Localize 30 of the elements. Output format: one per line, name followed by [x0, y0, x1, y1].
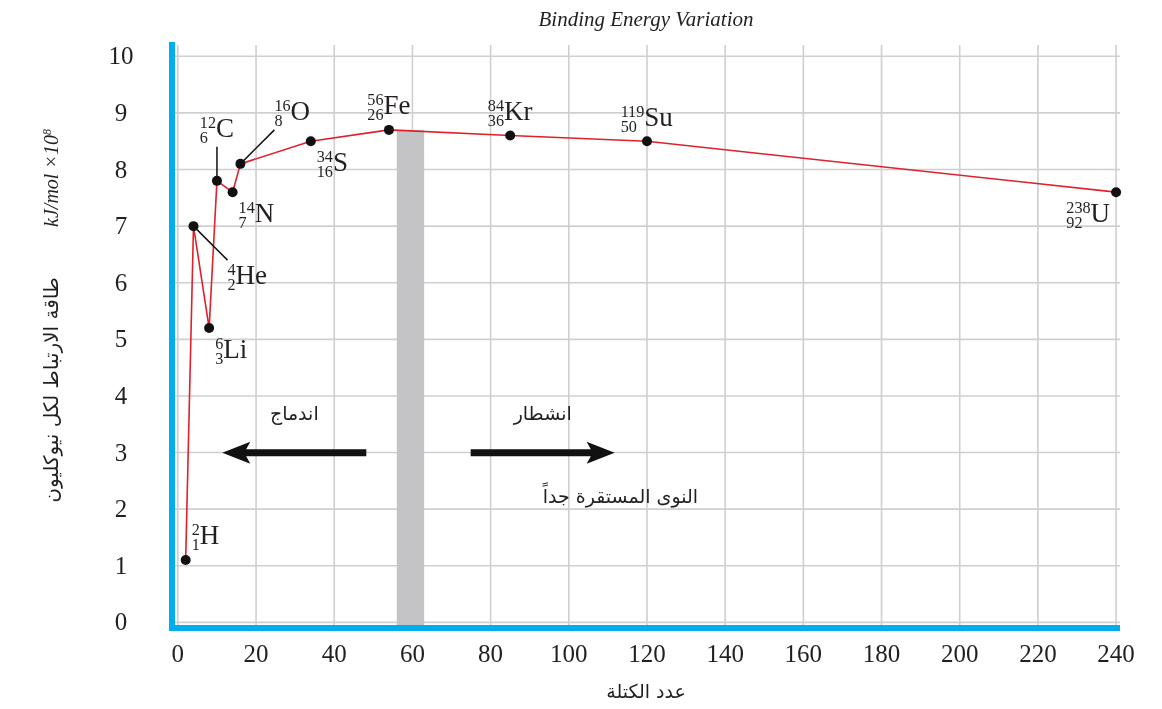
y-tick-label: 3	[114, 438, 128, 466]
y-axis-title: طاقة الارتباط لكل نيوكليون	[39, 277, 63, 503]
y-tick-label: 5	[114, 325, 128, 353]
x-tick-label: 140	[706, 640, 744, 667]
x-tick-label: 200	[940, 640, 979, 667]
x-tick-label: 100	[550, 640, 588, 667]
x-tick-label: 20	[243, 640, 269, 667]
x-tick-label: 180	[862, 640, 901, 667]
y-tick-label: 2	[114, 495, 128, 523]
x-tick-label: 0	[171, 640, 185, 667]
y-tick-label: 0	[114, 608, 128, 636]
annotation: انشطار	[512, 401, 572, 425]
y-tick-label: 9	[114, 98, 128, 126]
x-tick-label: 40	[321, 640, 347, 667]
x-tick-label: 60	[399, 640, 425, 667]
chart-title: Binding Energy Variation	[538, 7, 754, 31]
y-tick-label: 7	[114, 212, 128, 240]
x-tick-label: 120	[628, 640, 666, 667]
x-tick-label: 220	[1019, 640, 1057, 667]
x-axis-title: عدد الكتلة	[606, 680, 686, 702]
y-tick-label: 8	[114, 155, 128, 183]
x-tick-label: 160	[784, 640, 823, 667]
x-tick-label: 80	[478, 640, 504, 667]
annotation: النوى المستقرة جداً	[542, 482, 699, 508]
x-tick-label: 240	[1097, 640, 1135, 667]
y-tick-label: 6	[114, 268, 128, 296]
y-tick-label: 4	[114, 381, 128, 409]
y-tick-label: 1	[114, 551, 128, 579]
annotation: اندماج	[269, 401, 319, 425]
y-tick-label: 10	[108, 42, 134, 70]
